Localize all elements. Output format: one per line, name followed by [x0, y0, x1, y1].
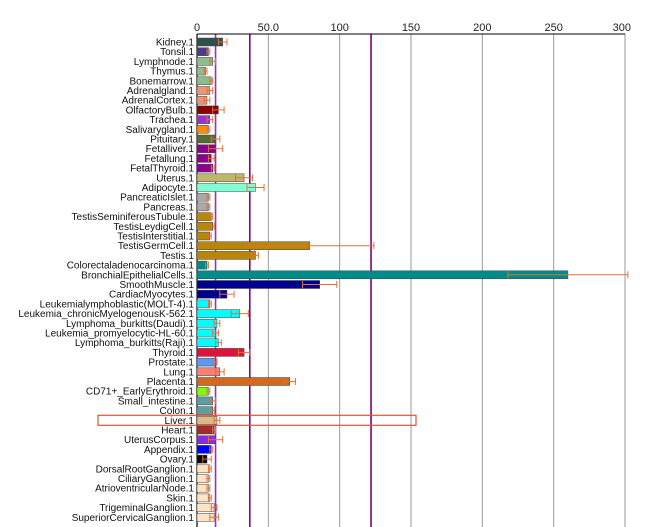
bar [196, 357, 216, 367]
category-label: UterusCorpus.1 [124, 435, 194, 446]
x-tick-label: 150 [402, 22, 420, 34]
category-label: Uterus.1 [156, 173, 194, 184]
category-label: Pituitary.1 [150, 135, 194, 146]
category-label: TestisLeydigCell.1 [113, 222, 194, 233]
bar [196, 425, 215, 435]
category-label: Placenta.1 [147, 377, 195, 388]
category-label: BronchialEpithelialCells.1 [81, 270, 194, 281]
category-label: SmoothMuscle.1 [120, 280, 195, 291]
category-label: Small_intestine.1 [118, 396, 195, 407]
category-labels: Kidney.1Tonsil.1Lymphnode.1Thymus.1Bonem… [18, 38, 194, 524]
category-label: Heart.1 [161, 426, 194, 437]
bars [97, 37, 629, 522]
category-label: Testis.1 [160, 251, 194, 262]
category-label: Fetallung.1 [145, 154, 195, 165]
category-label: Lymphoma_burkitts(Daudi).1 [66, 319, 194, 330]
bar [196, 406, 213, 415]
category-label: CardiacMyocytes.1 [109, 290, 194, 301]
bar [196, 212, 212, 221]
category-label: Liver.1 [165, 416, 195, 427]
x-tick-label: 0 [194, 22, 200, 34]
bar [196, 222, 213, 231]
category-label: TestisGermCell.1 [118, 241, 195, 252]
bar [196, 163, 213, 173]
category-label: TestisInterstitial.1 [117, 232, 194, 243]
category-label: AtrioventricularNode.1 [95, 484, 194, 495]
category-label: CiliaryGanglion.1 [118, 474, 195, 485]
category-label: TrigeminalGanglion.1 [99, 503, 194, 514]
category-label: Adrenalgland.1 [127, 86, 195, 97]
category-label: Lymphoma_burkitts(Raji).1 [75, 338, 195, 349]
category-label: Colon.1 [160, 406, 195, 417]
x-tick-label: 100 [330, 22, 348, 34]
x-tick-label: 200 [473, 22, 491, 34]
category-label: SuperiorCervicalGanglion.1 [72, 513, 195, 524]
category-label: CD71+_EarlyErythroid.1 [86, 387, 195, 398]
x-axis: 0 50.0 100 150 200 250 300 [194, 22, 631, 35]
category-label: DorsalRootGanglion.1 [96, 464, 195, 475]
category-label: Thyroid.1 [152, 348, 194, 359]
bar [196, 377, 290, 386]
category-label: TestisSeminiferousTubule.1 [72, 212, 195, 223]
category-label: Salivarygland.1 [126, 125, 195, 136]
category-label: FetalThyroid.1 [130, 164, 194, 175]
bar [196, 76, 212, 86]
category-label: Pancreas.1 [143, 202, 194, 213]
category-label: Skin.1 [166, 493, 194, 504]
x-tick-label: 50.0 [258, 22, 279, 34]
category-label: AdrenalCortex.1 [122, 96, 195, 107]
category-label: Prostate.1 [148, 358, 194, 369]
bar [196, 348, 245, 357]
category-label: Kidney.1 [156, 38, 195, 49]
category-label: OlfactoryBulb.1 [126, 105, 195, 116]
category-label: Lymphnode.1 [134, 57, 195, 68]
highlight-box [97, 414, 417, 426]
bar [196, 251, 256, 260]
category-label: Lung.1 [163, 367, 194, 378]
category-label: Bonemarrow.1 [130, 76, 195, 87]
category-label: Leukemia_chronicMyelogenousK-562.1 [18, 309, 194, 320]
category-label: Ovary.1 [160, 455, 195, 466]
x-tick-label: 300 [613, 22, 631, 34]
category-label: Leukemia_promyelocytic-HL-60.1 [45, 329, 194, 340]
category-label: Leukemialymphoblastic(MOLT-4).1 [40, 299, 195, 310]
bar [196, 280, 320, 289]
category-label: Thymus.1 [150, 67, 194, 78]
bar [196, 445, 212, 454]
category-label: Appendix.1 [144, 445, 194, 456]
category-label: Colorectaladenocarcinoma.1 [67, 261, 195, 272]
category-label: PancreaticIslet.1 [120, 193, 194, 204]
category-label: Adipocyte.1 [142, 183, 195, 194]
grid-lines [196, 34, 626, 527]
x-tick-label: 250 [544, 22, 562, 34]
category-label: Trachea.1 [149, 115, 194, 126]
category-label: Tonsil.1 [160, 47, 194, 58]
category-label: Fetalliver.1 [146, 144, 195, 155]
